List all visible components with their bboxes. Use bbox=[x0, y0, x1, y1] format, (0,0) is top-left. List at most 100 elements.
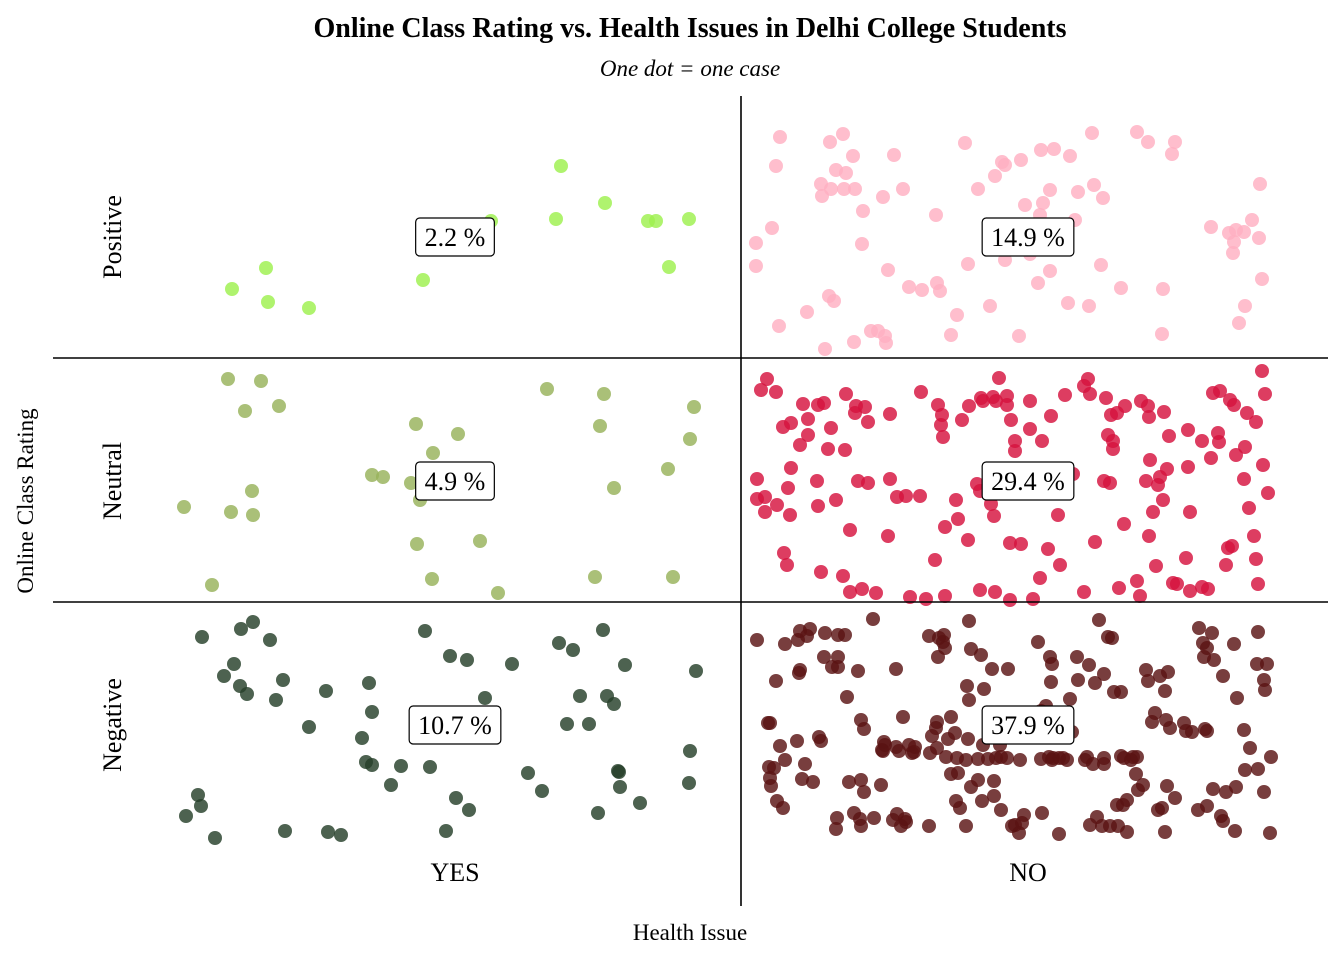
data-point bbox=[777, 546, 791, 560]
data-point bbox=[867, 811, 881, 825]
data-point bbox=[854, 773, 868, 787]
data-point bbox=[1097, 474, 1111, 488]
data-point bbox=[883, 472, 897, 486]
percent-label-box bbox=[981, 705, 1075, 745]
data-point bbox=[840, 690, 854, 704]
data-point bbox=[365, 758, 379, 772]
data-point bbox=[1263, 826, 1277, 840]
data-point bbox=[319, 684, 333, 698]
data-point bbox=[205, 578, 219, 592]
data-point bbox=[1238, 763, 1252, 777]
data-point bbox=[769, 385, 783, 399]
data-point bbox=[1200, 724, 1214, 738]
data-point bbox=[1044, 409, 1058, 423]
data-point bbox=[780, 558, 794, 572]
data-point bbox=[1017, 808, 1031, 822]
data-point bbox=[302, 720, 316, 734]
data-point bbox=[913, 489, 927, 503]
dot-group-yes-neutral bbox=[177, 372, 701, 600]
data-point bbox=[811, 499, 825, 513]
data-point bbox=[1143, 453, 1157, 467]
data-point bbox=[1238, 299, 1252, 313]
data-point bbox=[855, 582, 869, 596]
data-point bbox=[861, 476, 875, 490]
data-point bbox=[365, 705, 379, 719]
data-point bbox=[857, 722, 871, 736]
data-point bbox=[824, 421, 838, 435]
data-point bbox=[666, 570, 680, 584]
data-point bbox=[416, 273, 430, 287]
data-point bbox=[842, 775, 856, 789]
data-point bbox=[194, 799, 208, 813]
data-point bbox=[818, 342, 832, 356]
data-point bbox=[1179, 551, 1193, 565]
data-point bbox=[1008, 818, 1022, 832]
data-point bbox=[931, 650, 945, 664]
data-point bbox=[1160, 462, 1174, 476]
percent-label-text: 2.2 % bbox=[425, 223, 486, 252]
data-point bbox=[776, 801, 790, 815]
data-point bbox=[1063, 149, 1077, 163]
data-point bbox=[754, 383, 768, 397]
data-point bbox=[847, 335, 861, 349]
data-point bbox=[1120, 793, 1134, 807]
percent-label-text: 37.9 % bbox=[991, 711, 1065, 740]
data-point bbox=[1130, 125, 1144, 139]
data-point bbox=[992, 371, 1006, 385]
data-point bbox=[1004, 413, 1018, 427]
data-point bbox=[930, 741, 944, 755]
data-point bbox=[1033, 571, 1047, 585]
data-point bbox=[1070, 650, 1084, 664]
data-point bbox=[1252, 231, 1266, 245]
data-point bbox=[1255, 272, 1269, 286]
data-point bbox=[1058, 388, 1072, 402]
data-point bbox=[661, 462, 675, 476]
data-point bbox=[1117, 751, 1131, 765]
data-point bbox=[1185, 725, 1199, 739]
data-point bbox=[1130, 574, 1144, 588]
data-point bbox=[944, 328, 958, 342]
data-point bbox=[760, 372, 774, 386]
data-point bbox=[784, 461, 798, 475]
data-point bbox=[1099, 391, 1113, 405]
data-point bbox=[879, 336, 893, 350]
data-point bbox=[1001, 662, 1015, 676]
data-point bbox=[1061, 296, 1075, 310]
y-tick-label-positive: Positive bbox=[98, 195, 127, 279]
data-point bbox=[1195, 434, 1209, 448]
percent-label-box bbox=[981, 217, 1075, 257]
data-point bbox=[1232, 316, 1246, 330]
data-point bbox=[1160, 779, 1174, 793]
data-point bbox=[535, 784, 549, 798]
data-point bbox=[903, 590, 917, 604]
data-point bbox=[566, 643, 580, 657]
data-point bbox=[750, 472, 764, 486]
data-point bbox=[839, 166, 853, 180]
data-point bbox=[1023, 422, 1037, 436]
data-point bbox=[902, 280, 916, 294]
data-point bbox=[1183, 584, 1197, 598]
data-point bbox=[1036, 196, 1050, 210]
data-point bbox=[1018, 198, 1032, 212]
data-point bbox=[1063, 692, 1077, 706]
data-point bbox=[1071, 185, 1085, 199]
data-point bbox=[929, 208, 943, 222]
data-point bbox=[221, 372, 235, 386]
data-point bbox=[1045, 753, 1059, 767]
data-point bbox=[1023, 394, 1037, 408]
data-point bbox=[1012, 329, 1026, 343]
data-point bbox=[245, 484, 259, 498]
data-point bbox=[838, 443, 852, 457]
data-point bbox=[1258, 387, 1272, 401]
data-point bbox=[961, 533, 975, 547]
percent-label-text: 10.7 % bbox=[418, 711, 492, 740]
data-point bbox=[847, 806, 861, 820]
data-point bbox=[687, 400, 701, 414]
data-point bbox=[246, 615, 260, 629]
data-point bbox=[772, 319, 786, 333]
percent-label: 29.4 % bbox=[981, 461, 1075, 501]
data-point bbox=[1141, 399, 1155, 413]
data-point bbox=[404, 476, 418, 490]
data-point bbox=[1031, 635, 1045, 649]
data-point bbox=[1206, 386, 1220, 400]
